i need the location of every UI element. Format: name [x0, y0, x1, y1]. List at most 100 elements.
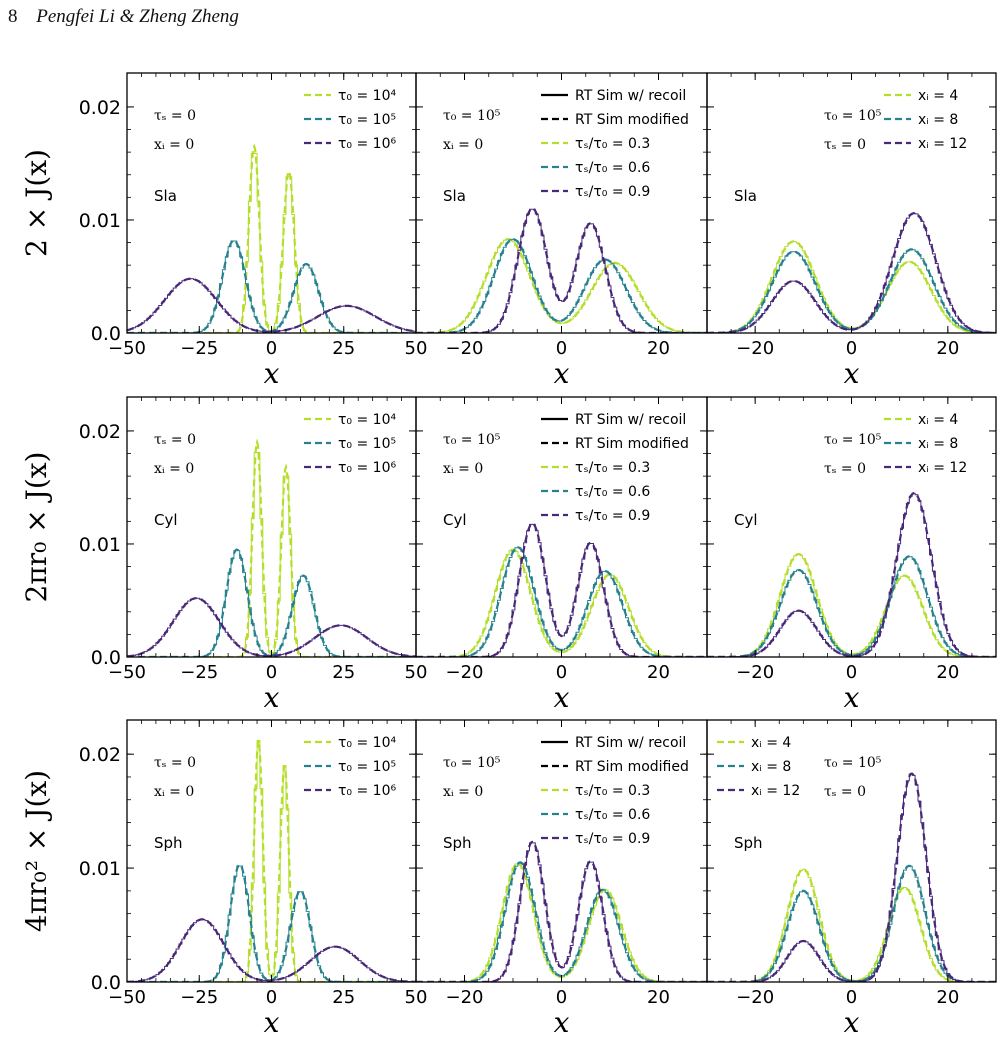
x-tick-label: −20 [736, 987, 774, 1008]
panel-r0-c1: −20 0 20 x τ₀ = 10⁵ xᵢ = 0 Sla RT Sim w/ recoil… [415, 72, 708, 390]
x-axis-label: x [844, 1006, 860, 1039]
series-histogram-line [127, 240, 416, 333]
geometry-label: Sph [154, 834, 183, 852]
page-number: 8 [8, 6, 18, 27]
series-histogram-line [416, 238, 707, 333]
legend-label: xᵢ = 12 [751, 783, 800, 799]
y-tick-label: 0.01 [79, 858, 121, 880]
x-tick-label: 20 [936, 338, 959, 359]
panel-r0-c2: −20 0 20 x τ₀ = 10⁵ τₛ = 0 Sla xᵢ = 4 xᵢ = 8 xᵢ =… [706, 72, 997, 390]
panel-annotation: xᵢ = 0 [443, 461, 483, 477]
x-tick-label: −50 [108, 338, 146, 359]
legend-label: τₛ/τ₀ = 0.3 [575, 460, 650, 476]
series-histogram-line [707, 773, 996, 982]
series-dashed-line [127, 143, 416, 333]
x-tick-label: −20 [446, 338, 484, 359]
series-dashed-line [127, 597, 416, 657]
legend-label: τ₀ = 10⁶ [338, 460, 396, 476]
series-histogram-line [416, 842, 707, 982]
x-tick-label: −50 [108, 987, 146, 1008]
panel-annotation: τₛ = 0 [154, 108, 196, 124]
series-dashed-line [707, 772, 996, 982]
legend-label: τₛ/τ₀ = 0.3 [575, 136, 650, 152]
x-axis-label: x [264, 681, 280, 714]
x-tick-label: −25 [180, 987, 218, 1008]
x-tick-label: 25 [332, 338, 355, 359]
legend-label: τ₀ = 10⁵ [338, 759, 396, 775]
plot-area [127, 740, 416, 982]
series-dashed-line [127, 277, 416, 333]
plot-area [416, 207, 707, 333]
x-tick-label: 0 [556, 338, 567, 359]
panel-r1-c1: −20 0 20 x τ₀ = 10⁵ xᵢ = 0 Cyl RT Sim w/ recoil… [415, 396, 708, 714]
author-line: Pengfei Li & Zheng Zheng [36, 6, 239, 27]
panel-r2-c1: −20 0 20 x τ₀ = 10⁵ xᵢ = 0 Sph RT Sim w/ recoil… [415, 719, 708, 1039]
panel-annotation: τ₀ = 10⁵ [443, 755, 501, 771]
geometry-label: Cyl [443, 511, 467, 529]
x-axis-label: x [264, 357, 280, 390]
y-tick-label: 0.01 [79, 210, 121, 232]
x-axis-label: x [264, 1006, 280, 1039]
series-histogram-line [707, 865, 996, 982]
series-dashed-line [416, 862, 707, 982]
series-dashed-line [416, 861, 707, 982]
x-axis-label: x [554, 357, 570, 390]
panel-r1-c0: −50 −25 0 25 50 0.0 0.01 0.02 x τₛ = 0 xᵢ = 0 Cyl τ₀… [79, 396, 428, 714]
x-tick-label: 0 [556, 662, 567, 683]
series-dashed-line [127, 239, 416, 333]
x-tick-label: 25 [332, 987, 355, 1008]
series-dashed-line [416, 238, 707, 333]
legend-label: τ₀ = 10⁶ [338, 136, 396, 152]
series-dashed-line [416, 548, 707, 657]
x-axis-label: x [554, 681, 570, 714]
x-tick-label: 0 [846, 987, 857, 1008]
series-histogram-line [127, 865, 416, 982]
panel-annotation: xᵢ = 0 [154, 137, 194, 153]
series-histogram-line [127, 740, 416, 982]
series-histogram-line [416, 208, 707, 333]
panel-annotation: τ₀ = 10⁵ [443, 432, 501, 448]
legend-label: τ₀ = 10⁴ [338, 88, 396, 104]
series-dashed-line [416, 840, 707, 982]
legend-label: xᵢ = 4 [751, 735, 791, 751]
series-histogram-line [127, 597, 416, 657]
series-dashed-line [707, 868, 996, 982]
panel-annotation: τₛ = 0 [824, 461, 866, 477]
geometry-label: Sph [734, 834, 763, 852]
legend-label: τₛ/τ₀ = 0.6 [575, 484, 650, 500]
panel-annotation: τ₀ = 10⁵ [824, 432, 882, 448]
legend-label: xᵢ = 4 [918, 88, 958, 104]
series-dashed-line [416, 207, 707, 333]
y-axis-label: 2πr₀ × J(x) [20, 452, 53, 603]
x-tick-label: 25 [332, 662, 355, 683]
x-tick-label: 0 [266, 987, 277, 1008]
legend-label: τₛ/τ₀ = 0.9 [575, 508, 650, 524]
x-tick-label: 50 [405, 987, 428, 1008]
legend-label: τ₀ = 10⁵ [338, 112, 396, 128]
x-tick-label: 0 [556, 987, 567, 1008]
legend-label: xᵢ = 12 [918, 136, 967, 152]
geometry-label: Sph [443, 834, 472, 852]
plot-area [416, 522, 707, 657]
legend-label: RT Sim w/ recoil [575, 735, 686, 751]
series-dashed-line [707, 864, 996, 982]
series-dashed-line [127, 740, 416, 982]
legend-label: RT Sim modified [575, 112, 689, 128]
y-tick-label: 0.02 [79, 97, 121, 119]
series-histogram-line [416, 238, 707, 333]
x-tick-label: 50 [405, 662, 428, 683]
series-histogram-line [127, 153, 416, 333]
series-dashed-line [707, 212, 996, 333]
x-tick-label: 20 [936, 987, 959, 1008]
geometry-label: Sla [734, 187, 757, 205]
series-histogram-line [707, 868, 996, 982]
x-axis-label: x [844, 357, 860, 390]
y-tick-label: 0.0 [91, 647, 121, 669]
panel-annotation: τ₀ = 10⁵ [824, 755, 882, 771]
x-tick-label: −20 [736, 338, 774, 359]
series-histogram-line [127, 919, 416, 982]
series-dashed-line [416, 546, 707, 657]
panel-annotation: xᵢ = 0 [443, 137, 483, 153]
x-tick-label: 50 [405, 338, 428, 359]
